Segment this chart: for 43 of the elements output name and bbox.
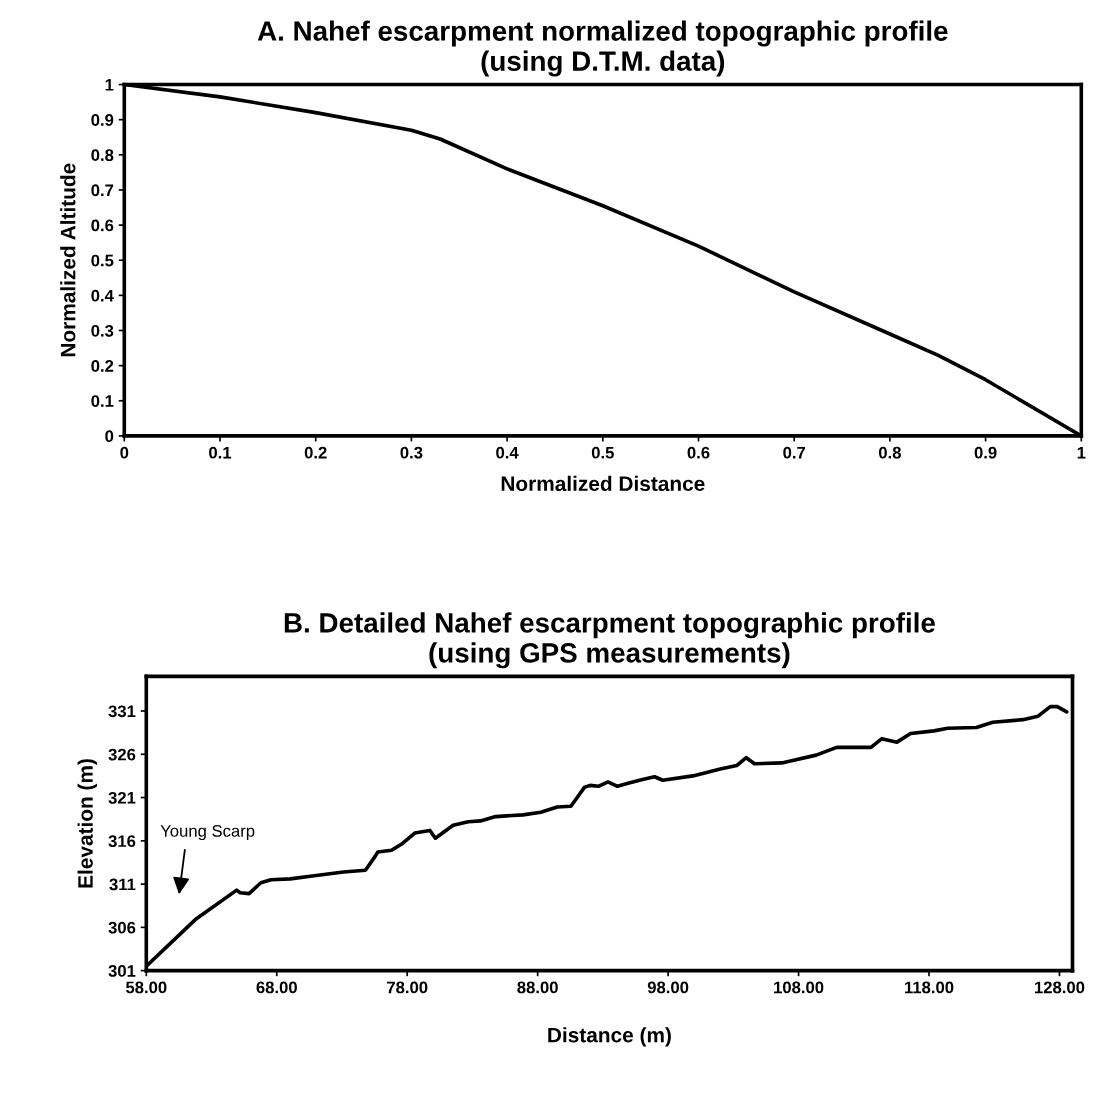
y-tick-label: 0.9	[91, 114, 114, 126]
y-tick-label: 311	[109, 878, 136, 891]
y-tick-label: 0	[105, 430, 114, 443]
y-tick-label: 0.1	[91, 395, 114, 407]
x-tick-label: 0.4	[496, 446, 519, 459]
chart-title: B. Detailed Nahef escarpment topographic profile (using GPS measurements)	[284, 612, 935, 669]
x-tick-label: 128.00	[1035, 981, 1085, 994]
x-tick-label: 0.2	[304, 446, 327, 459]
y-tick-label: 306	[108, 921, 136, 934]
y-tick-label: 0.3	[91, 324, 114, 337]
y-tick-label: 326	[108, 748, 136, 761]
y-tick-label: 331	[108, 705, 136, 718]
x-tick-label: 108.00	[774, 981, 824, 994]
y-axis-title: Elevation (m)	[77, 759, 97, 888]
x-tick-label: 98.00	[647, 981, 689, 994]
y-tick-label: 0.4	[91, 289, 114, 302]
x-tick-label: 0.3	[400, 446, 423, 459]
x-axis-title: Normalized Distance	[501, 475, 705, 492]
y-tick-label: 1	[105, 79, 114, 91]
x-tick-label: 0.6	[687, 446, 710, 459]
x-tick-label: 0.9	[974, 446, 997, 459]
y-tick-label: 0.5	[91, 254, 114, 267]
x-tick-label: 118.00	[905, 981, 954, 994]
x-tick-label: 0.8	[878, 446, 901, 459]
y-tick-label: 321	[108, 791, 136, 804]
y-axis-title: Normalized Altitude	[60, 163, 76, 357]
y-tick-label: 0.8	[91, 149, 114, 162]
x-tick-label: 1	[1077, 446, 1086, 459]
y-tick-label: 316	[108, 835, 136, 848]
y-tick-label: 0.6	[91, 219, 114, 232]
y-tick-label: 301	[108, 965, 136, 977]
x-tick-label: 68.00	[256, 981, 297, 994]
x-tick-label: 0.1	[209, 446, 232, 459]
annotation: Young Scarp	[160, 825, 255, 841]
chart-title: A. Nahef escarpment normalized topographic profile (using D.T.M. data)	[257, 20, 948, 77]
x-axis-title: Distance (m)	[548, 1027, 671, 1047]
x-tick-label: 58.00	[125, 981, 167, 994]
x-tick-label: 78.00	[387, 981, 428, 994]
y-tick-label: 0.2	[91, 360, 114, 372]
x-tick-label: 88.00	[517, 981, 558, 994]
x-tick-label: 0.7	[783, 446, 806, 459]
x-tick-label: 0.5	[591, 446, 614, 459]
y-tick-label: 0.7	[91, 184, 114, 197]
